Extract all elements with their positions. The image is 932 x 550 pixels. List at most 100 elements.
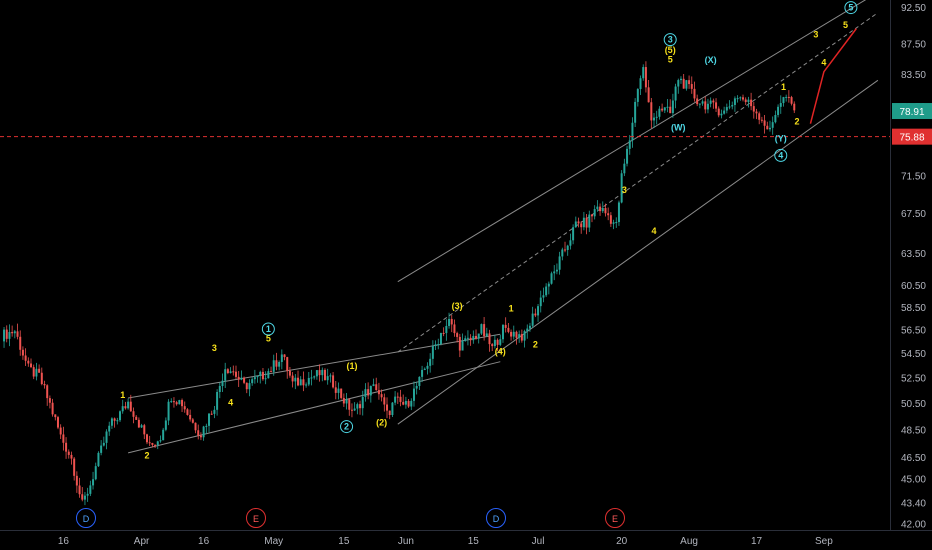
candle-body — [113, 418, 116, 421]
candle-body — [313, 376, 316, 378]
candle-body — [429, 358, 432, 366]
candle-body — [119, 411, 122, 421]
candle-body — [124, 406, 127, 409]
candle-body — [688, 80, 691, 85]
candle-body — [237, 376, 240, 380]
candle-body — [353, 408, 356, 411]
candle-body — [642, 67, 645, 79]
wave-label: (Y) — [775, 134, 787, 144]
wave-label: (1) — [346, 361, 357, 371]
candle-body — [709, 100, 712, 104]
candle-body — [399, 396, 402, 402]
candle-body — [159, 440, 162, 442]
candle-body — [305, 384, 308, 386]
price-tick-label: 67.50 — [901, 209, 926, 220]
level-price-text: 75.88 — [899, 133, 924, 144]
candle-body — [542, 295, 545, 298]
candle-body — [690, 84, 693, 89]
event-label: E — [253, 514, 259, 524]
candle-body — [194, 422, 197, 431]
candle-body — [148, 442, 151, 444]
candle-body — [261, 371, 264, 380]
candle-body — [653, 117, 656, 121]
candle-body — [790, 97, 793, 104]
price-tick-label: 63.50 — [901, 249, 926, 260]
candle-body — [143, 425, 146, 435]
wave-label: (4) — [495, 346, 506, 356]
time-axis[interactable]: 16 Apr 16 May 15 Jun 15 Jul 20 Aug 17 Sep — [0, 530, 932, 550]
candle-body — [323, 369, 326, 381]
candle-body — [539, 297, 542, 307]
price-tick-label: 56.50 — [901, 326, 926, 337]
candle-body — [423, 368, 426, 370]
event-dividend-marker — [76, 508, 96, 528]
candle-body — [469, 337, 472, 341]
candle-body — [518, 334, 521, 338]
candle-body — [48, 398, 51, 403]
candle-body — [307, 377, 310, 385]
event-label: E — [612, 514, 618, 524]
wave-label: 3 — [622, 185, 627, 195]
candle-body — [189, 414, 192, 420]
candle-body — [89, 485, 92, 494]
price-tick-label: 87.50 — [901, 39, 926, 50]
candle-body — [248, 383, 251, 390]
candle-body — [520, 334, 523, 341]
candle-body — [278, 362, 281, 367]
wave-label: 4 — [228, 398, 233, 408]
candle-body — [561, 249, 564, 257]
candle-body — [466, 337, 469, 339]
candle-body — [628, 140, 631, 149]
candle-body — [407, 400, 410, 407]
candle-body — [256, 376, 259, 378]
candle-body — [364, 389, 367, 397]
candle-body — [458, 336, 461, 351]
time-tick-label: May — [264, 536, 283, 547]
candle-body — [410, 400, 413, 407]
candle-body — [183, 406, 186, 410]
candle-body — [345, 399, 348, 404]
candle-body — [685, 80, 688, 89]
candle-body — [439, 332, 442, 344]
last-price-tag — [892, 103, 932, 120]
candle-body — [291, 375, 294, 382]
candle-body — [585, 217, 588, 228]
candle-body — [259, 371, 262, 377]
candle-body — [550, 273, 553, 284]
candle-body — [758, 113, 761, 120]
candle-body — [334, 387, 337, 393]
time-tick-label: Sep — [815, 536, 833, 547]
candle-body — [272, 360, 275, 372]
candle-body — [402, 401, 405, 405]
candle-body — [564, 249, 567, 251]
candle-body — [388, 410, 391, 416]
candle-body — [218, 386, 221, 393]
candle-body — [496, 339, 499, 345]
candle-body — [736, 98, 739, 100]
candle-body — [596, 206, 599, 210]
candle-body — [531, 313, 534, 326]
candle-body — [321, 369, 324, 376]
time-axis-bg — [0, 530, 932, 550]
candle-body — [504, 324, 507, 328]
candle-body — [38, 368, 41, 373]
price-axis-bg — [890, 0, 932, 550]
candle-body — [81, 494, 84, 500]
candle-body — [108, 425, 111, 432]
candle-body — [251, 379, 254, 384]
wave-label: 3 — [813, 29, 818, 39]
candle-body — [787, 96, 790, 98]
candle-body — [580, 223, 583, 228]
candle-body — [372, 384, 375, 387]
candle-body — [793, 103, 796, 111]
price-axis[interactable]: 92.5087.5083.5079.5075.5071.5067.5063.50… — [890, 0, 932, 550]
price-tick-label: 83.50 — [901, 70, 926, 81]
price-tick-label: 58.50 — [901, 303, 926, 314]
candle-body — [78, 485, 81, 495]
candle-body — [534, 313, 537, 316]
candle-body — [528, 325, 531, 329]
candle-body — [590, 214, 593, 217]
candle-body — [299, 379, 302, 386]
candle-body — [100, 445, 103, 453]
